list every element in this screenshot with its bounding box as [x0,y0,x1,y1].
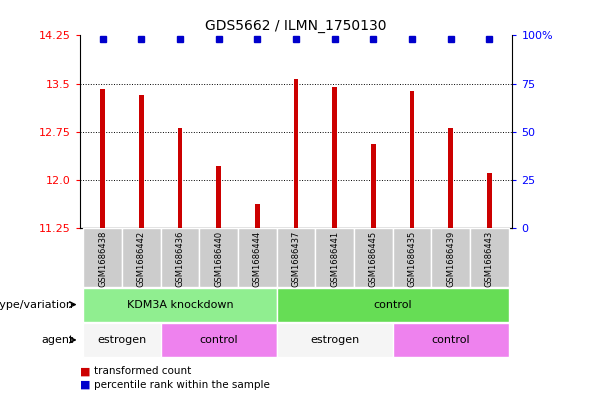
Text: control: control [199,335,238,345]
Text: GSM1686441: GSM1686441 [330,231,339,287]
Text: estrogen: estrogen [310,335,359,345]
Text: GSM1686444: GSM1686444 [253,231,262,287]
Bar [431,228,470,287]
Text: GSM1686440: GSM1686440 [214,231,223,287]
Text: estrogen: estrogen [97,335,147,345]
Bar [470,228,508,287]
Text: GSM1686439: GSM1686439 [446,231,455,287]
Text: control: control [373,299,412,310]
Text: GSM1686437: GSM1686437 [292,231,300,287]
Text: GSM1686445: GSM1686445 [369,231,378,287]
Bar [393,323,508,357]
Bar [448,129,453,228]
Bar [84,288,277,321]
Bar [409,91,414,228]
Text: GSM1686438: GSM1686438 [98,231,107,287]
Text: control: control [431,335,470,345]
Bar [294,79,298,228]
Text: GSM1686436: GSM1686436 [176,231,184,287]
Bar [487,173,492,228]
Bar [315,228,354,287]
Bar [354,228,393,287]
Bar [277,228,315,287]
Bar [393,228,431,287]
Bar [100,89,105,228]
Bar [84,228,122,287]
Text: GSM1686435: GSM1686435 [408,231,416,287]
Bar [178,129,183,228]
Bar [255,204,260,228]
Bar [216,166,221,228]
Bar [161,228,199,287]
Bar [199,228,238,287]
Bar [277,288,508,321]
Text: genotype/variation: genotype/variation [0,299,74,310]
Text: GSM1686442: GSM1686442 [137,231,146,287]
Bar [161,323,277,357]
Title: GDS5662 / ILMN_1750130: GDS5662 / ILMN_1750130 [205,19,387,33]
Text: ■: ■ [80,380,90,390]
Text: percentile rank within the sample: percentile rank within the sample [94,380,270,390]
Text: transformed count: transformed count [94,366,191,376]
Bar [332,87,337,228]
Text: KDM3A knockdown: KDM3A knockdown [127,299,233,310]
Bar [277,323,393,357]
Text: ■: ■ [80,366,90,376]
Text: agent: agent [41,335,74,345]
Bar [238,228,277,287]
Text: GSM1686443: GSM1686443 [485,231,494,287]
Bar [139,95,144,228]
Bar [84,323,161,357]
Bar [122,228,161,287]
Bar [371,145,376,228]
